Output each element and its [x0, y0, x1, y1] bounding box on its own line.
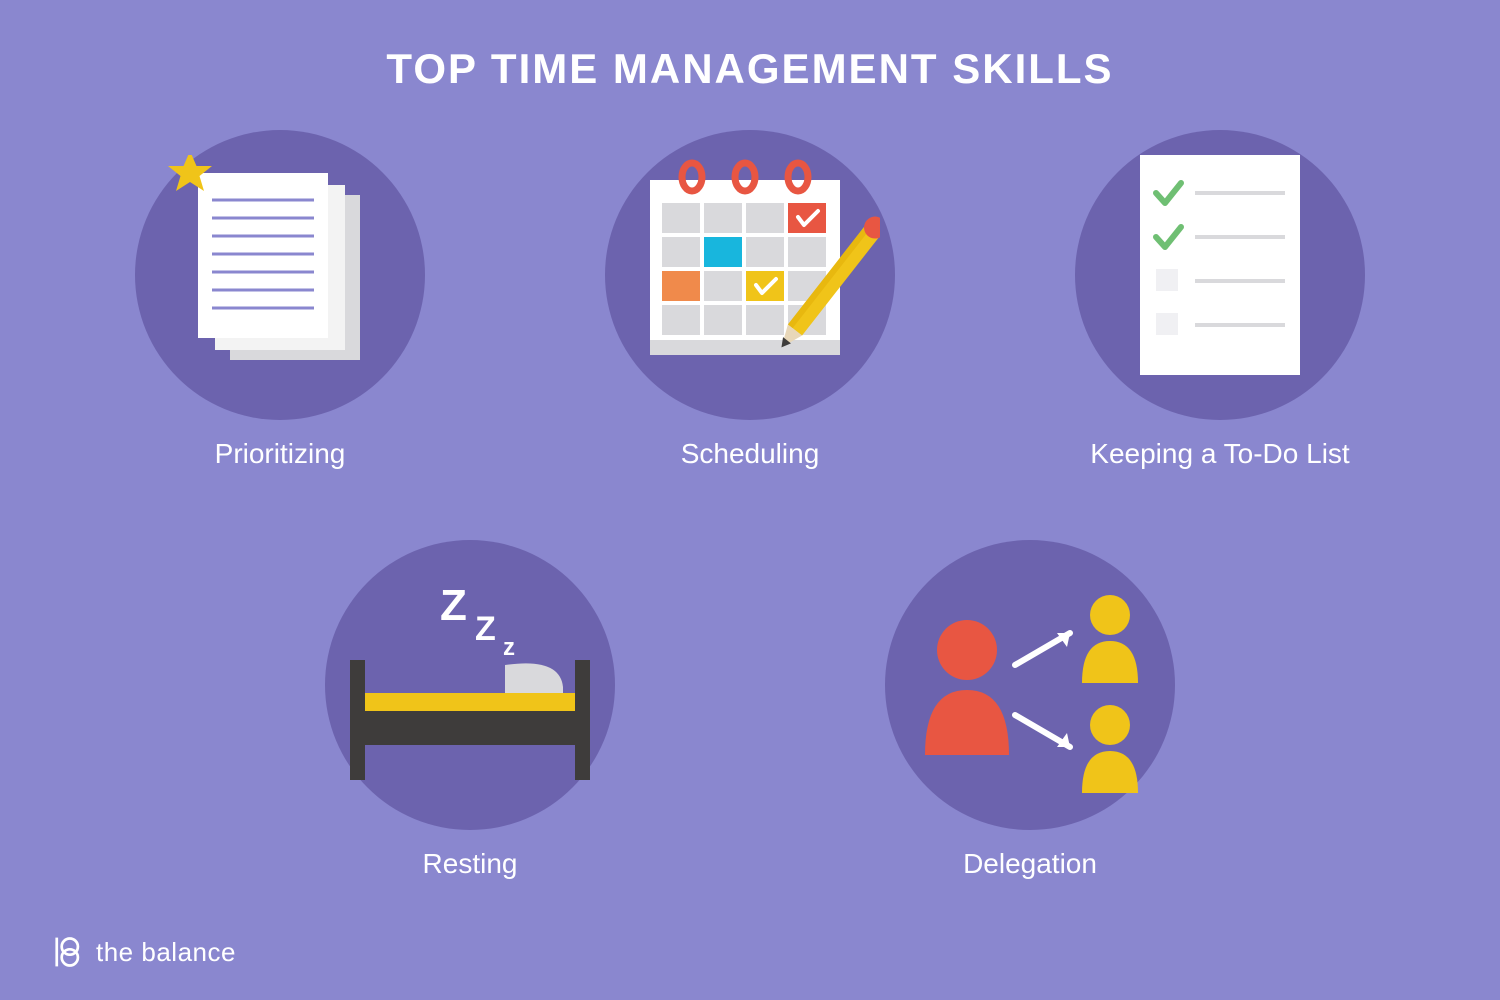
skill-circle: [135, 130, 425, 420]
svg-text:z: z: [503, 634, 515, 661]
infographic-canvas: TOP TIME MANAGEMENT SKILLS: [0, 0, 1500, 1000]
documents-star-icon: [160, 155, 400, 395]
skill-circle: [605, 130, 895, 420]
skill-circle: Z Z z: [325, 540, 615, 830]
svg-text:Z: Z: [440, 581, 467, 630]
brand-logo: the balance: [50, 934, 236, 970]
skill-label: Keeping a To-Do List: [1090, 438, 1349, 470]
skill-scheduling: Scheduling: [580, 130, 920, 470]
svg-text:Z: Z: [475, 610, 496, 648]
skill-circle: [1075, 130, 1365, 420]
page-title: TOP TIME MANAGEMENT SKILLS: [0, 45, 1500, 93]
calendar-pencil-icon: [620, 145, 880, 405]
skill-delegation: Delegation: [860, 540, 1200, 880]
people-arrows-icon: [885, 555, 1175, 815]
skill-resting: Z Z z Resting: [300, 540, 640, 880]
checklist-icon: [1110, 145, 1330, 405]
skill-label: Prioritizing: [215, 438, 346, 470]
skill-label: Scheduling: [681, 438, 820, 470]
skill-todo: Keeping a To-Do List: [1050, 130, 1390, 470]
skill-label: Resting: [423, 848, 518, 880]
bed-zzz-icon: Z Z z: [325, 565, 615, 805]
skill-label: Delegation: [963, 848, 1097, 880]
balance-logo-icon: [50, 934, 86, 970]
brand-logo-text: the balance: [96, 937, 236, 968]
skill-prioritizing: Prioritizing: [110, 130, 450, 470]
skill-circle: [885, 540, 1175, 830]
